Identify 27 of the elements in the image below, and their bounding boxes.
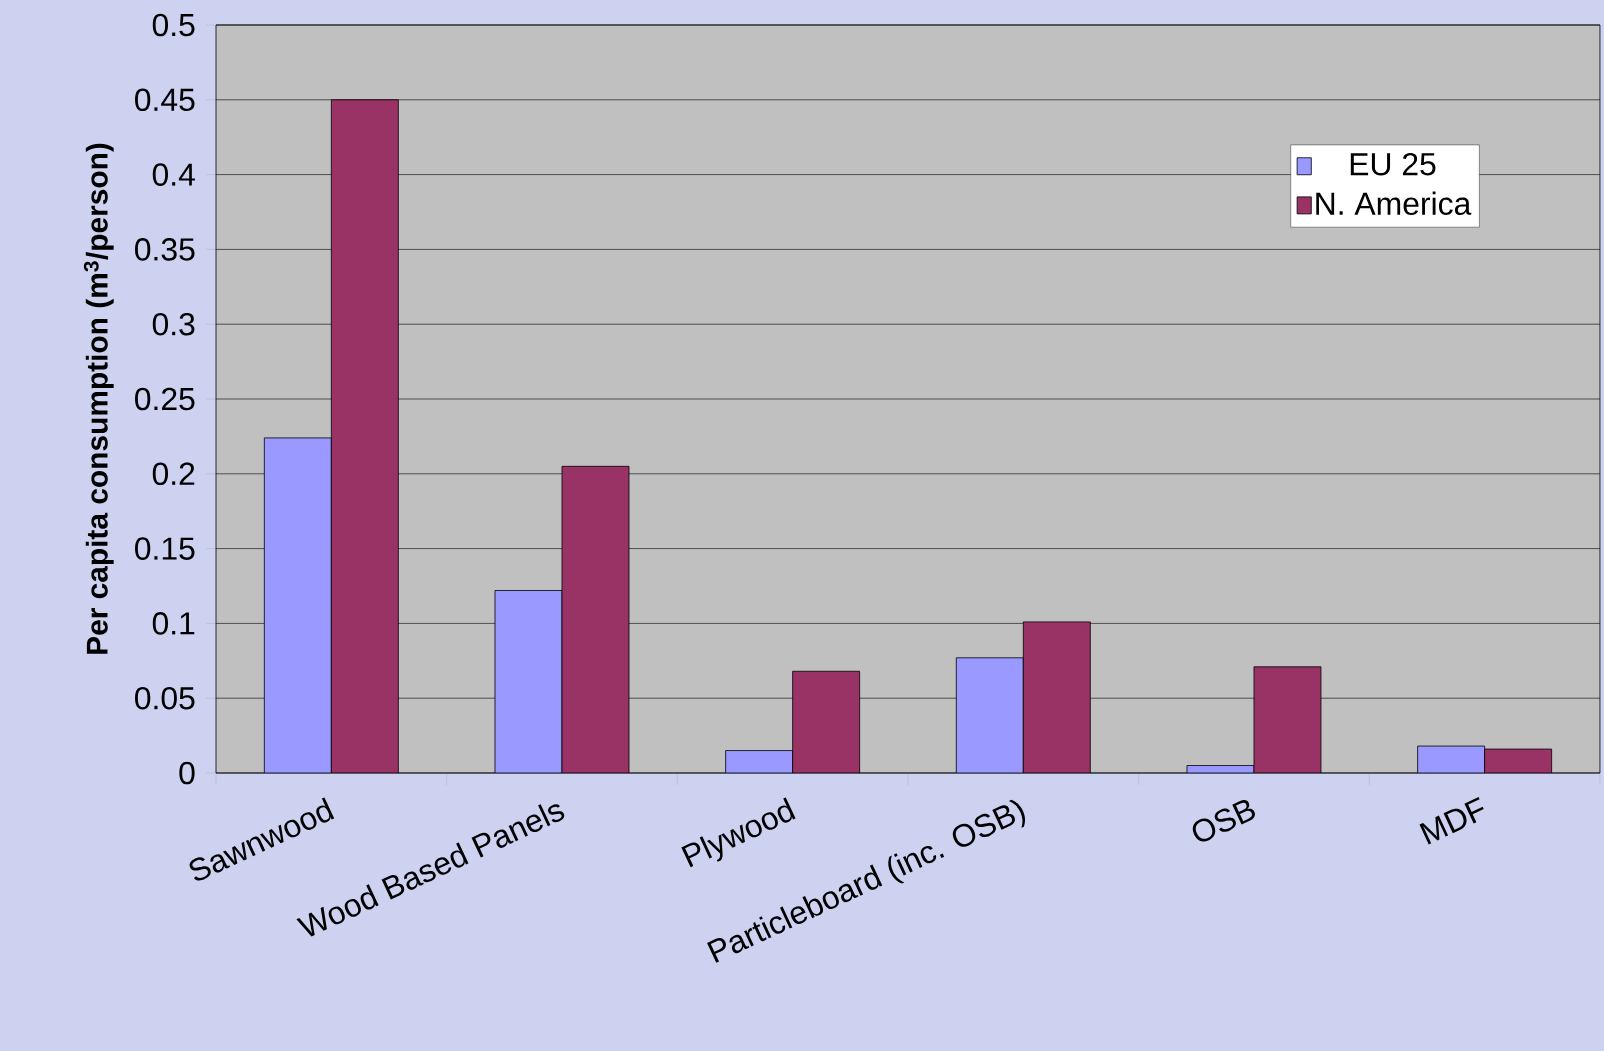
legend-label: EU 25 (1350, 152, 1436, 176)
bar (1253, 666, 1322, 773)
y-tick-label: 0.3 (152, 312, 195, 336)
y-tick-label: 0.25 (135, 387, 195, 411)
bar (330, 99, 399, 773)
legend-label: N. America (1316, 191, 1472, 216)
y-tick-label: 0.05 (135, 686, 195, 710)
y-axis-title: Per capita consumption (m$^{3}$/person) (83, 143, 114, 654)
x-tick-label: OSB (1192, 800, 1255, 842)
y-tick-label: 0.1 (152, 612, 195, 635)
x-tick-label: MDF (1419, 797, 1484, 845)
bar (1417, 745, 1486, 773)
bar (955, 657, 1024, 773)
y-tick-label: 0.45 (135, 88, 195, 112)
bar (725, 750, 794, 773)
y-tick-label: 0.35 (135, 238, 195, 261)
y-tick-label: 0.5 (152, 13, 195, 37)
bar (1484, 748, 1553, 773)
y-tick-label: 0.2 (152, 462, 195, 486)
bar (263, 437, 332, 773)
bar (561, 465, 630, 773)
bar (1022, 621, 1091, 773)
y-tick-label: 0.15 (135, 537, 195, 560)
y-tick-label: 0 (179, 761, 195, 785)
bar (494, 590, 563, 773)
bar (792, 670, 861, 773)
y-tick-label: 0.4 (152, 163, 195, 186)
